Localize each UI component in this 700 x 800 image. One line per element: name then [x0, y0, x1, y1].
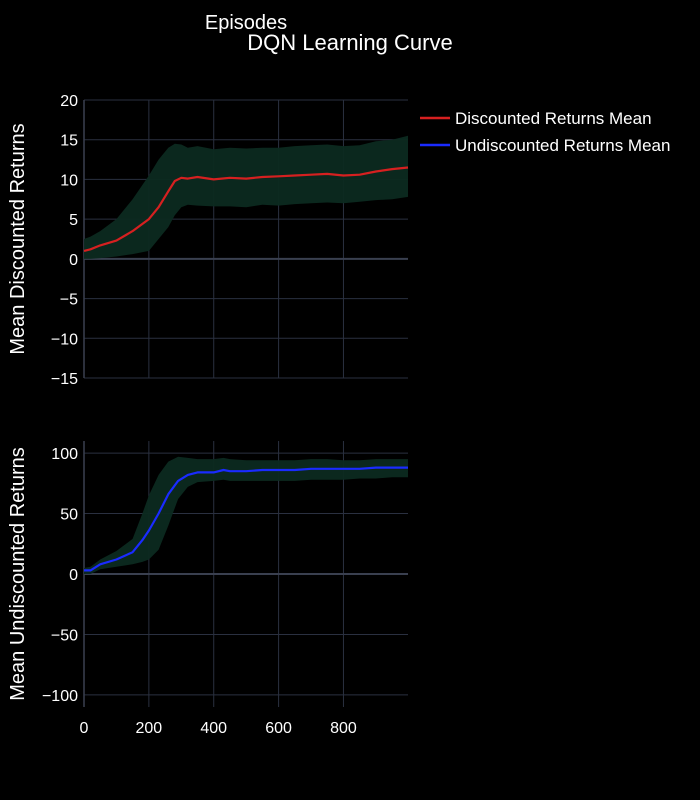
legend-label-undiscounted: Undiscounted Returns Mean	[455, 136, 670, 155]
x-tick-label: 400	[200, 720, 227, 737]
legend: Discounted Returns Mean Undiscounted Ret…	[420, 109, 670, 155]
y-tick-label: 20	[60, 93, 78, 110]
confidence-band	[84, 135, 408, 259]
legend-item-discounted[interactable]: Discounted Returns Mean	[420, 109, 652, 128]
episodes-label: Episodes	[205, 12, 287, 34]
y-tick-label: −100	[42, 688, 78, 705]
x-tick-label: 600	[265, 720, 292, 737]
y-tick-label: 50	[60, 507, 78, 524]
y-tick-label: −50	[51, 627, 78, 644]
x-tick-label: 0	[80, 720, 89, 737]
y-tick-label: 100	[51, 446, 78, 463]
confidence-band	[84, 456, 408, 574]
y-tick-label: −5	[60, 292, 78, 309]
y-tick-label: 10	[60, 172, 78, 189]
undiscounted-returns-panel: −100 −50 0 50 100 Mean Undiscounted Returns 0 2…	[7, 441, 408, 737]
y-tick-label: −10	[51, 331, 78, 348]
y-axis-label: Mean Undiscounted Returns	[7, 447, 29, 700]
legend-label-discounted: Discounted Returns Mean	[455, 109, 652, 128]
y-tick-label: 15	[60, 133, 78, 150]
mean-line-discounted	[83, 166, 409, 252]
x-tick-label: 800	[330, 720, 357, 737]
y-tick-label: 5	[69, 212, 78, 229]
x-tick-label: 200	[136, 720, 163, 737]
y-tick-label: 0	[69, 252, 78, 269]
chart-title: DQN Learning Curve	[247, 30, 452, 55]
y-axis-label: Mean Discounted Returns	[7, 123, 29, 354]
discounted-returns-panel: −15 −10 −5 0 5 10 15 20 Mean Discounted Returns	[7, 93, 409, 388]
y-tick-label: −15	[51, 371, 78, 388]
mean-line-undiscounted	[84, 466, 408, 572]
y-tick-label: 0	[69, 567, 78, 584]
legend-item-undiscounted[interactable]: Undiscounted Returns Mean	[420, 136, 670, 155]
